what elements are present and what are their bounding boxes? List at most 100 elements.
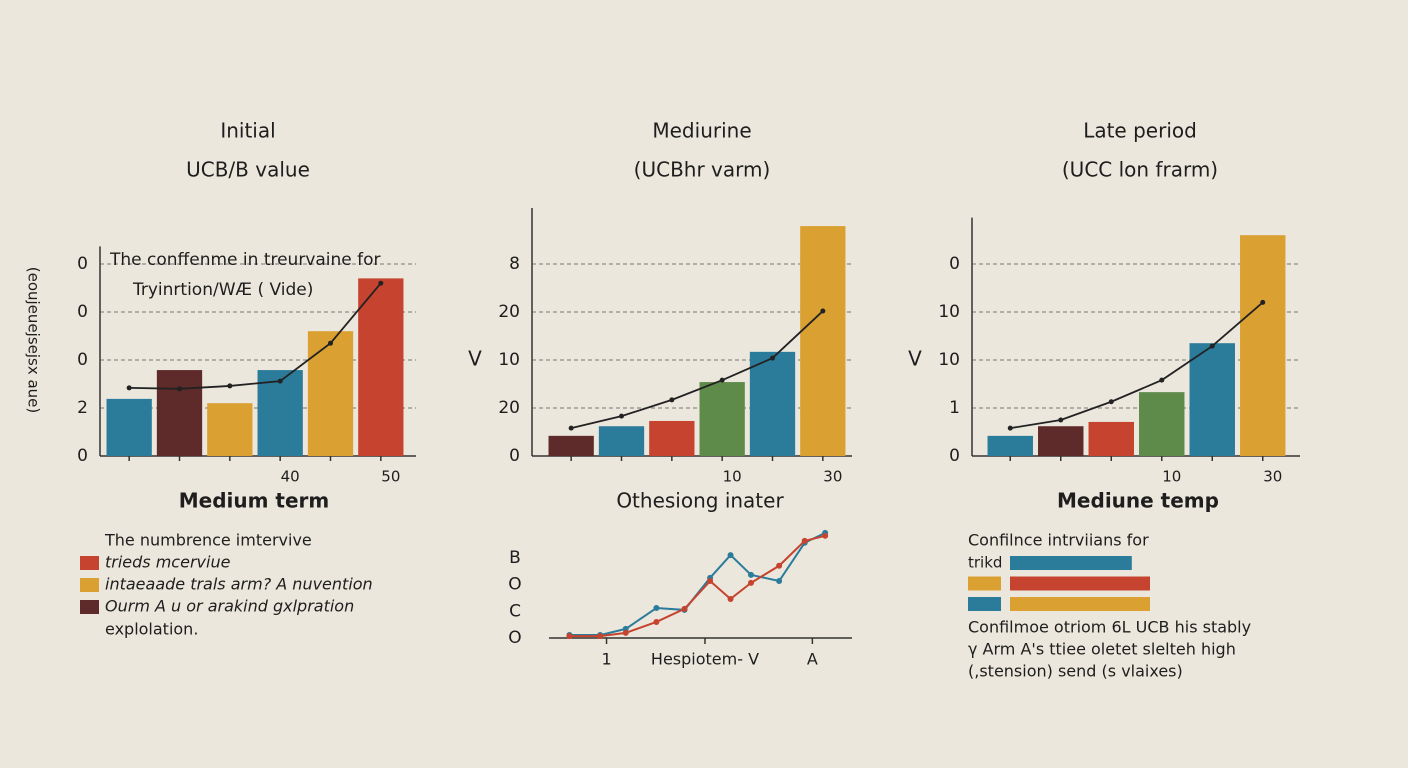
curve-point (1058, 417, 1064, 423)
y-tick-label: 0 (77, 254, 88, 274)
bar (156, 370, 203, 456)
curve-point (1209, 343, 1215, 349)
legend-text: trieds mcerviue (105, 553, 231, 572)
series-point (822, 532, 829, 539)
chart-title: Mediune temp (1057, 489, 1219, 513)
annotation: The conffenme in treurvaine for (109, 250, 381, 270)
curve-point (770, 355, 775, 361)
y-tick-label: B (509, 548, 521, 568)
bar (987, 435, 1033, 456)
series-point (801, 537, 808, 544)
x-tick-label: 30 (823, 468, 842, 486)
legend-swatch (80, 578, 99, 592)
legend-swatch (80, 556, 99, 570)
y-tick-label: 0 (509, 446, 520, 466)
y-tick-label: 10 (498, 350, 520, 370)
x-tick-label: 30 (1263, 468, 1282, 486)
legend-swatch (80, 600, 99, 614)
y-tick-label: 8 (509, 254, 520, 274)
series-point (597, 633, 604, 640)
annotation: Tryinrtion/WÆ ( Vide) (132, 280, 313, 300)
bar (257, 370, 303, 456)
y-tick-label: C (509, 601, 521, 621)
bar (1189, 343, 1235, 456)
series-point (566, 633, 573, 640)
bar (699, 382, 745, 456)
legend-text: Ourm A u or arakind gxlpration (105, 597, 354, 616)
series-point (707, 578, 714, 585)
curve-point (669, 397, 675, 403)
series-point (653, 605, 660, 612)
curve-point (719, 377, 725, 383)
legend-title: Medium term (179, 489, 330, 513)
series-point (681, 605, 688, 612)
y-tick-label: 20 (498, 302, 520, 322)
series-point (727, 552, 734, 559)
bar (749, 351, 796, 456)
series-point (748, 571, 754, 578)
series-point (622, 629, 629, 636)
bar (1038, 426, 1084, 456)
bar (106, 398, 152, 456)
curve-point (177, 386, 182, 392)
x-tick-label: 40 (281, 468, 300, 486)
y-tick-label: 0 (949, 446, 960, 466)
hbar (1010, 556, 1132, 570)
series-point (776, 578, 783, 585)
curve (1010, 301, 1264, 430)
series-point (776, 562, 783, 569)
row-swatch (968, 576, 1001, 591)
y-axis-label: V (468, 347, 482, 371)
y-tick-label: 20 (498, 398, 520, 418)
x-tick-label: 50 (381, 468, 400, 486)
bar (1139, 392, 1185, 456)
panel-title: Initial (220, 119, 275, 143)
hbar (1010, 597, 1150, 611)
bar (207, 403, 253, 456)
panel-title: Late period (1083, 119, 1197, 143)
chart-title: Othesiong inater (616, 489, 784, 513)
y-tick-label: 10 (938, 350, 960, 370)
bar (358, 278, 404, 456)
curve-point (619, 413, 624, 419)
curve-point (126, 385, 132, 391)
note: Confilmoe otriom 6L UCB his stably (968, 618, 1251, 637)
bar (1088, 421, 1134, 456)
x-tick-label: A (807, 650, 818, 669)
curve-point (277, 378, 283, 384)
curve-point (1159, 377, 1165, 383)
curve-point (1260, 299, 1266, 305)
note: γ Arm A's ttiee oletet slelteh high (968, 640, 1236, 659)
y-tick-label: 0 (77, 350, 88, 370)
panel-subtitle: UCB/B value (186, 158, 310, 182)
y-tick-label: 1 (949, 398, 960, 418)
x-tick-label: 1 (601, 650, 611, 669)
y-tick-label: 2 (77, 398, 88, 418)
curve (129, 282, 382, 390)
curve (570, 310, 824, 430)
legend-continuation: explolation. (105, 620, 198, 639)
row-label: trikd (968, 554, 1002, 572)
legend-heading: The numbrence imtervive (104, 531, 312, 550)
y-tick-label: O (508, 628, 521, 648)
series-point (653, 618, 660, 625)
y-tick-label: 0 (949, 254, 960, 274)
panel-title: Mediurine (652, 119, 751, 143)
bar (1240, 235, 1286, 456)
y-tick-label: O (508, 575, 521, 595)
curve-point (1108, 399, 1114, 405)
chart-heading: Confilnce intrviians for (968, 531, 1149, 550)
curve-point (378, 280, 384, 286)
curve-point (227, 383, 233, 389)
row-swatch (968, 597, 1001, 611)
curve-point (328, 340, 333, 346)
panel-subtitle: (UCBhr varm) (634, 158, 771, 182)
note: (,stension) send (ꜱ vlaixes) (968, 662, 1183, 681)
y-tick-label: 10 (938, 302, 960, 322)
x-tick-label: Hespiotem- V (651, 650, 759, 669)
x-tick-label: 10 (723, 468, 742, 486)
y-tick-label: 0 (77, 446, 88, 466)
bar (800, 226, 846, 456)
curve-point (568, 425, 574, 431)
legend-text: intaeaade trals arm? A nuvention (105, 575, 373, 594)
